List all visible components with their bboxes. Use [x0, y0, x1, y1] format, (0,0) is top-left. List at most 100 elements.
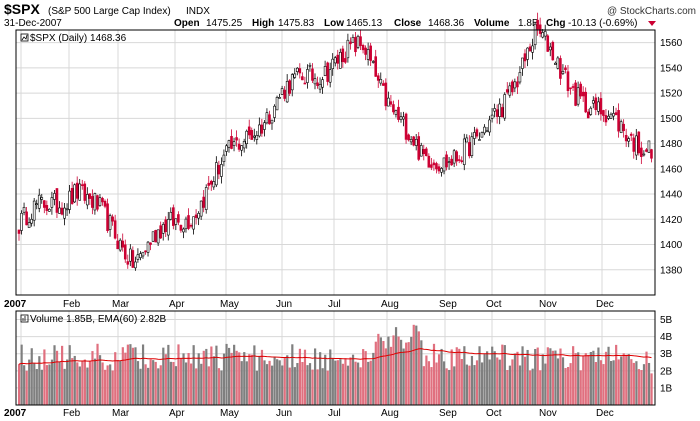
low-value: 1465.13 [346, 18, 383, 29]
volume-bar [83, 359, 86, 405]
volume-bar [518, 365, 522, 405]
candle-body [134, 261, 137, 269]
candle-body [543, 31, 547, 37]
volume-bar [501, 344, 504, 405]
volume-bar [25, 370, 28, 405]
candle-body [546, 35, 550, 52]
price-x-tick-label: Aug [381, 299, 399, 310]
candle-body [536, 19, 539, 30]
candle-body [232, 141, 236, 146]
volume-bar [98, 355, 102, 405]
volume-bar [523, 356, 527, 405]
candle-body [566, 71, 570, 92]
candle-body [440, 168, 443, 173]
candle-body [245, 130, 248, 144]
candle-body [508, 85, 512, 96]
candle-body [384, 82, 388, 107]
candle-body [430, 164, 433, 168]
candle-body [301, 76, 304, 81]
volume-bar [475, 360, 479, 405]
candle-body [197, 213, 200, 219]
volume-bar [157, 368, 160, 405]
candle-body [344, 58, 347, 63]
volume-bar [607, 346, 610, 405]
price-tick-label: 1380 [660, 265, 683, 276]
candle-body [516, 81, 519, 88]
candle-body [409, 139, 413, 143]
candle-body [402, 116, 405, 120]
candle-body [146, 241, 150, 253]
candle-body [576, 87, 580, 105]
candle-body [298, 68, 302, 74]
price-x-tick-label: 2007 [4, 299, 27, 310]
price-x-tick-label: Sep [439, 299, 457, 310]
candle-body [285, 81, 289, 103]
candle-body [68, 190, 71, 210]
candle-body [594, 97, 598, 111]
candle-body [58, 207, 61, 214]
ohlc-readout: Open 1475.25 High 1475.83 Low 1465.13 Cl… [174, 18, 637, 29]
volume-bar [359, 367, 362, 405]
volume-bar [566, 366, 570, 405]
candle-body [341, 48, 345, 63]
volume-bar [521, 346, 524, 405]
candle-body [333, 57, 337, 64]
volume-bar [162, 347, 165, 405]
volume-bar [30, 348, 33, 405]
volume-bar [78, 366, 81, 405]
candle-body [189, 224, 193, 227]
volume-bar [139, 368, 142, 405]
volume-bar [200, 363, 203, 405]
candle-body [627, 138, 631, 142]
candle-body [432, 162, 436, 166]
candle-body [35, 203, 39, 205]
volume-bar [382, 341, 385, 405]
volume-bar [291, 344, 294, 405]
candle-body [295, 67, 299, 72]
candle-body [394, 110, 398, 115]
candle-body [559, 58, 562, 79]
candle-body [252, 135, 256, 138]
volume-bar [205, 348, 208, 405]
volume-bar [50, 359, 54, 405]
volume-bar [632, 362, 635, 405]
candle-body [511, 81, 514, 93]
volume-bar [159, 365, 162, 405]
volume-bar [387, 336, 390, 405]
candle-body [247, 126, 251, 136]
volume-bar [389, 346, 393, 405]
candle-body [548, 46, 552, 51]
volume-bar [222, 353, 226, 405]
candle-body [96, 195, 99, 210]
candle-body [379, 79, 383, 84]
volume-bar [544, 363, 547, 405]
volume-bar [177, 344, 180, 405]
candle-body [427, 155, 431, 168]
volume-bar [248, 354, 251, 405]
candle-body [275, 97, 279, 111]
volume-bar [587, 354, 590, 405]
candle-body [27, 222, 31, 228]
volume-bar [541, 354, 544, 405]
volume-bar [136, 361, 140, 405]
candle-body [126, 261, 130, 265]
candle-body [123, 244, 127, 260]
volume-bar [483, 354, 486, 405]
candle-body [450, 158, 453, 166]
volume-bar [455, 347, 458, 405]
volume-bar [260, 349, 264, 405]
volume-bar [131, 347, 135, 405]
volume-bar [453, 366, 456, 405]
volume-bar [463, 346, 466, 405]
volume-bar [372, 352, 375, 405]
candle-body [260, 124, 264, 134]
candle-body [237, 143, 241, 150]
candle-body [647, 140, 651, 153]
volume-x-tick-label: Dec [596, 408, 614, 419]
volume-bar [215, 345, 218, 405]
candle-body [98, 197, 102, 206]
volume-bar [630, 359, 633, 405]
symbol-exchange: INDX [186, 6, 210, 17]
volume-bar [488, 359, 491, 405]
candle-body [25, 211, 28, 226]
